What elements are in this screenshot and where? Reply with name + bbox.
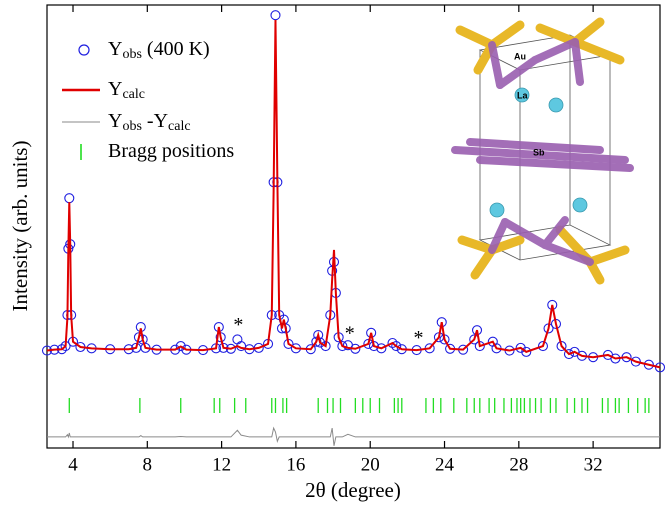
inset-label: Au	[514, 51, 526, 61]
difference-line	[47, 428, 660, 446]
x-tick-label: 24	[435, 454, 455, 475]
x-axis-title: 2θ (degree)	[305, 478, 401, 502]
inset-label: Sb	[533, 147, 545, 157]
x-tick-label: 4	[68, 454, 78, 475]
obs-point	[65, 194, 74, 203]
x-tick-label: 20	[361, 454, 380, 475]
annotation: *	[345, 323, 355, 345]
x-tick-label: 32	[584, 454, 603, 475]
legend-label: Yobs (400 K)	[108, 38, 210, 63]
legend-marker	[79, 45, 89, 55]
plot-frame	[47, 5, 660, 448]
calc-line	[47, 20, 660, 367]
x-tick-label: 28	[509, 454, 528, 475]
crystal-structure-inset: Au La Sb	[455, 22, 630, 280]
x-tick-label: 12	[212, 454, 231, 475]
annotation: *	[414, 327, 424, 349]
annotation: *	[233, 314, 243, 336]
legend-label: Bragg positions	[108, 140, 234, 162]
page: {"chart_data": { "type": "line", "xlabel…	[0, 0, 670, 508]
obs-point	[233, 335, 242, 344]
chart: 2θ (degree) Intensity (arb. units) Au La	[0, 0, 670, 508]
obs-point	[271, 11, 280, 20]
inset-label: La	[517, 90, 528, 100]
x-tick-label: 16	[286, 454, 305, 475]
legend-label: Ycalc	[108, 78, 145, 103]
y-axis-title: Intensity (arb. units)	[8, 141, 32, 312]
legend-label: Yobs -Ycalc	[108, 110, 191, 135]
x-tick-label: 8	[143, 454, 153, 475]
